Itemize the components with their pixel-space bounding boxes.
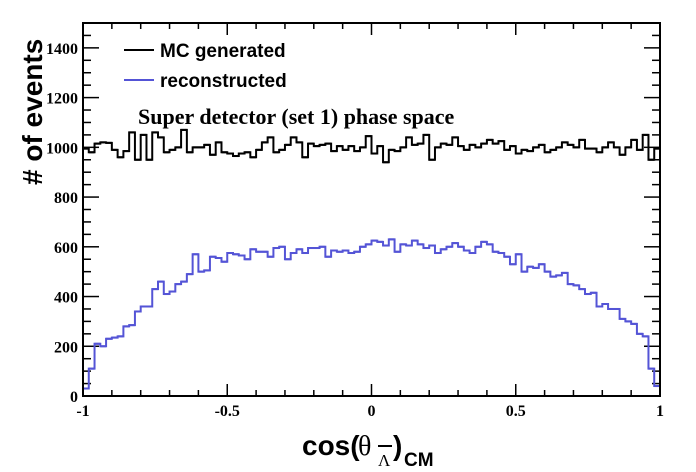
y-tick-label: 200	[54, 339, 78, 356]
legend-label-reconstructed: reconstructed	[160, 71, 287, 92]
y-tick-label: 1400	[46, 41, 78, 58]
plot-annotation: Super detector (set 1) phase space	[138, 104, 455, 129]
y-tick-label: 1200	[46, 91, 78, 108]
y-tick-label: 800	[54, 190, 78, 207]
series-layer	[83, 128, 660, 390]
x-tick-label: -0.5	[215, 403, 240, 420]
x-axis-label-suffix: )	[393, 430, 402, 461]
plot-frame	[82, 22, 661, 397]
histogram-line	[83, 238, 660, 390]
y-tick-label: 0	[70, 389, 78, 406]
y-tick-labels: 0 200 400 600 800 1000 1200 1400	[46, 41, 78, 406]
histogram-line	[83, 128, 660, 164]
x-tick-label: 1	[656, 403, 664, 420]
x-axis-label-prefix: cos(	[302, 430, 360, 461]
x-axis-label-sub: Λ	[378, 451, 391, 470]
x-tick-label: 0.5	[506, 403, 526, 420]
legend-label-mc-generated: MC generated	[160, 41, 286, 62]
x-tick-label: 0	[368, 403, 376, 420]
x-tick-label: -1	[76, 403, 89, 420]
y-tick-label: 1000	[46, 140, 78, 157]
y-tick-label: 600	[54, 240, 78, 257]
legend: MC generated reconstructed	[124, 41, 287, 92]
y-axis-label: # of events	[17, 39, 48, 185]
series-reconstructed	[83, 238, 660, 390]
series-mc-generated	[83, 128, 660, 164]
y-tick-label: 400	[54, 290, 78, 307]
x-tick-labels: -1 -0.5 0 0.5 1	[76, 403, 664, 420]
x-axis-label: cos( θ Λ ) CM	[302, 430, 434, 471]
x-axis-label-theta: θ	[358, 431, 371, 462]
x-axis-label-sub2: CM	[404, 450, 434, 471]
